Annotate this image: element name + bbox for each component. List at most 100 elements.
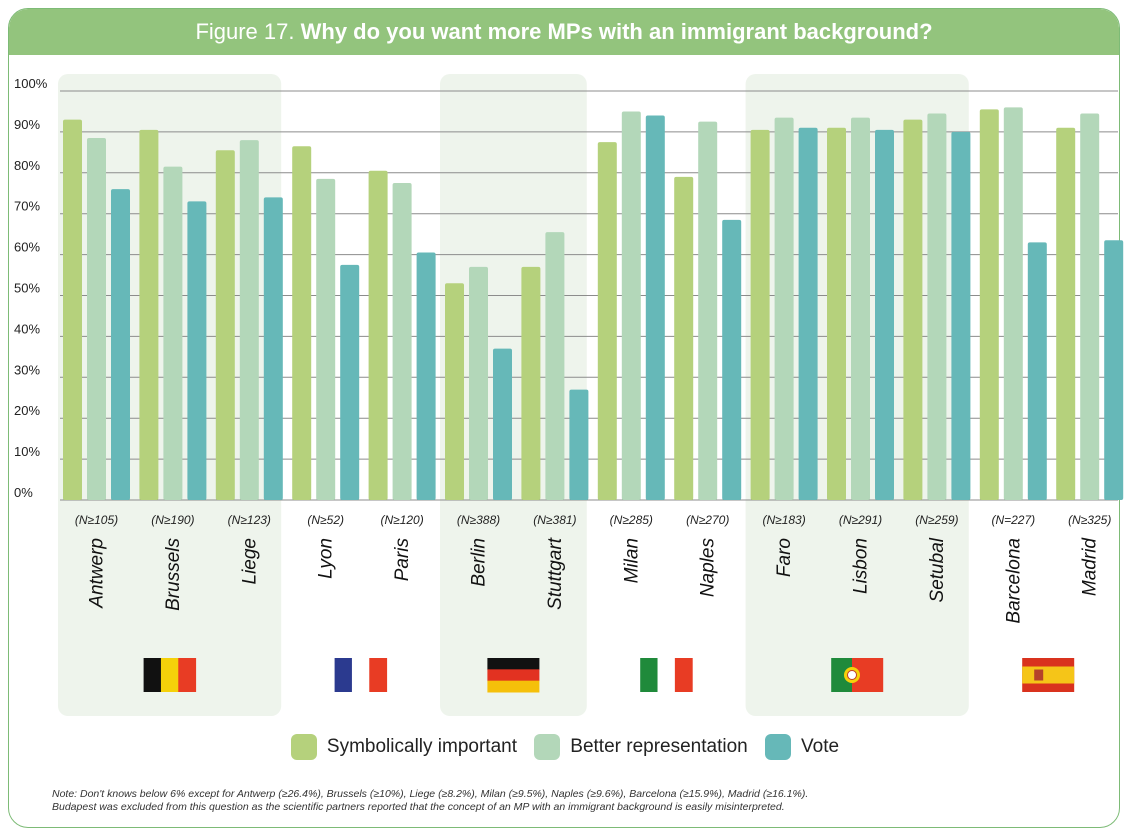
legend-item-symbolic: Symbolically important bbox=[290, 734, 517, 760]
bar-lisbon-0 bbox=[827, 127, 846, 500]
bar-brussels-2 bbox=[187, 201, 207, 500]
portugal-flag bbox=[831, 658, 884, 692]
city-label: Faro bbox=[774, 538, 795, 577]
legend-label-symbolic: Symbolically important bbox=[326, 736, 517, 757]
y-tick-label: 40% bbox=[14, 321, 40, 336]
y-tick-label: 70% bbox=[14, 199, 40, 214]
chart-note: Note: Don't knows below 6% except for An… bbox=[52, 788, 1120, 814]
spain-flag bbox=[1022, 658, 1075, 692]
italy-flag bbox=[640, 658, 693, 692]
figure-question: Why do you want more MPs with an immigra… bbox=[300, 19, 933, 44]
bar-madrid-1 bbox=[1080, 113, 1100, 501]
bar-milan-2 bbox=[645, 115, 665, 500]
y-tick-label: 30% bbox=[14, 362, 40, 377]
bar-setubal-2 bbox=[951, 131, 971, 500]
city-label: Lyon bbox=[316, 538, 337, 579]
sample-size-label: (N≥190) bbox=[151, 513, 194, 527]
bar-barcelona-1 bbox=[1003, 107, 1023, 501]
bar-antwerp-0 bbox=[63, 119, 82, 500]
city-label: Antwerp bbox=[87, 538, 108, 609]
city-label: Paris bbox=[392, 538, 413, 582]
germany-flag bbox=[487, 658, 540, 693]
bar-setubal-0 bbox=[903, 119, 923, 500]
bar-stuttgart-2 bbox=[569, 389, 589, 500]
bar-faro-2 bbox=[798, 127, 818, 500]
bar-lyon-1 bbox=[316, 178, 336, 500]
city-label: Barcelona bbox=[1003, 538, 1024, 624]
sample-size-label: (N≥120) bbox=[380, 513, 423, 527]
legend-label-vote: Vote bbox=[801, 736, 840, 757]
sample-size-label: (N≥388) bbox=[457, 513, 500, 527]
bar-brussels-1 bbox=[163, 166, 183, 501]
city-label: Berlin bbox=[469, 538, 490, 587]
bar-antwerp-2 bbox=[111, 189, 130, 500]
bar-faro-1 bbox=[774, 117, 794, 501]
city-label: Naples bbox=[698, 538, 719, 598]
france-flag bbox=[334, 658, 388, 692]
legend-item-representation: Better representation bbox=[534, 734, 748, 760]
bar-liege-2 bbox=[263, 197, 283, 500]
bar-paris-0 bbox=[368, 170, 388, 500]
bar-barcelona-2 bbox=[1027, 242, 1047, 500]
note-line-1: Note: Don't knows below 6% except for An… bbox=[52, 788, 809, 800]
sample-size-label: (N≥325) bbox=[1068, 513, 1111, 527]
bar-paris-1 bbox=[392, 183, 412, 500]
bar-liege-0 bbox=[215, 150, 235, 500]
legend-label-representation: Better representation bbox=[570, 736, 748, 757]
bar-brussels-0 bbox=[139, 129, 159, 501]
bar-naples-2 bbox=[722, 219, 742, 500]
sample-size-label: (N≥259) bbox=[915, 513, 958, 527]
bar-barcelona-0 bbox=[979, 109, 999, 500]
sample-size-label: (N=227) bbox=[991, 513, 1035, 527]
sample-size-label: (N≥285) bbox=[610, 513, 653, 527]
bar-madrid-0 bbox=[1056, 127, 1076, 500]
y-tick-label: 90% bbox=[14, 117, 40, 132]
sample-size-label: (N≥270) bbox=[686, 513, 729, 527]
bar-berlin-2 bbox=[493, 348, 512, 500]
bar-berlin-1 bbox=[469, 266, 488, 500]
sample-size-label: (N≥291) bbox=[839, 513, 882, 527]
y-tick-label: 0% bbox=[14, 485, 33, 500]
bar-lyon-0 bbox=[292, 146, 312, 500]
figure-title: Figure 17. Why do you want more MPs with… bbox=[9, 9, 1119, 55]
sample-size-label: (N≥52) bbox=[307, 513, 344, 527]
bar-stuttgart-1 bbox=[545, 232, 565, 501]
city-label: Liege bbox=[239, 538, 260, 585]
bar-milan-0 bbox=[597, 142, 617, 500]
chart-legend: Symbolically important Better representa… bbox=[0, 734, 1130, 766]
y-tick-label: 50% bbox=[14, 281, 40, 296]
legend-swatch-representation bbox=[534, 734, 561, 760]
bar-naples-0 bbox=[674, 176, 694, 500]
city-label: Stuttgart bbox=[545, 537, 566, 610]
city-label: Brussels bbox=[163, 538, 184, 611]
legend-item-vote: Vote bbox=[765, 734, 839, 760]
city-label: Milan bbox=[621, 538, 642, 583]
legend-swatch-vote bbox=[765, 734, 792, 760]
bar-faro-0 bbox=[750, 129, 770, 501]
bar-lyon-2 bbox=[340, 264, 360, 500]
figure-number: Figure 17. bbox=[195, 19, 295, 44]
y-tick-label: 100% bbox=[14, 76, 48, 91]
bar-paris-2 bbox=[416, 252, 436, 500]
sample-size-label: (N≥123) bbox=[228, 513, 271, 527]
bar-stuttgart-0 bbox=[521, 266, 541, 500]
bar-naples-1 bbox=[698, 121, 718, 501]
city-label: Madrid bbox=[1080, 537, 1101, 597]
bar-lisbon-1 bbox=[851, 117, 870, 501]
sample-size-label: (N≥105) bbox=[75, 513, 118, 527]
bar-berlin-0 bbox=[445, 283, 464, 500]
note-line-2: Budapest was excluded from this question… bbox=[52, 801, 785, 813]
bar-madrid-2 bbox=[1104, 240, 1124, 500]
sample-size-label: (N≥183) bbox=[762, 513, 805, 527]
bar-setubal-1 bbox=[927, 113, 947, 501]
bar-milan-1 bbox=[621, 111, 641, 500]
y-tick-label: 80% bbox=[14, 158, 40, 173]
city-label: Setubal bbox=[927, 537, 948, 602]
y-tick-label: 60% bbox=[14, 240, 40, 255]
bar-liege-1 bbox=[239, 140, 259, 500]
legend-swatch-symbolic bbox=[290, 734, 317, 760]
bar-lisbon-2 bbox=[875, 129, 894, 501]
y-tick-label: 20% bbox=[14, 403, 40, 418]
belgium-flag bbox=[143, 658, 197, 692]
